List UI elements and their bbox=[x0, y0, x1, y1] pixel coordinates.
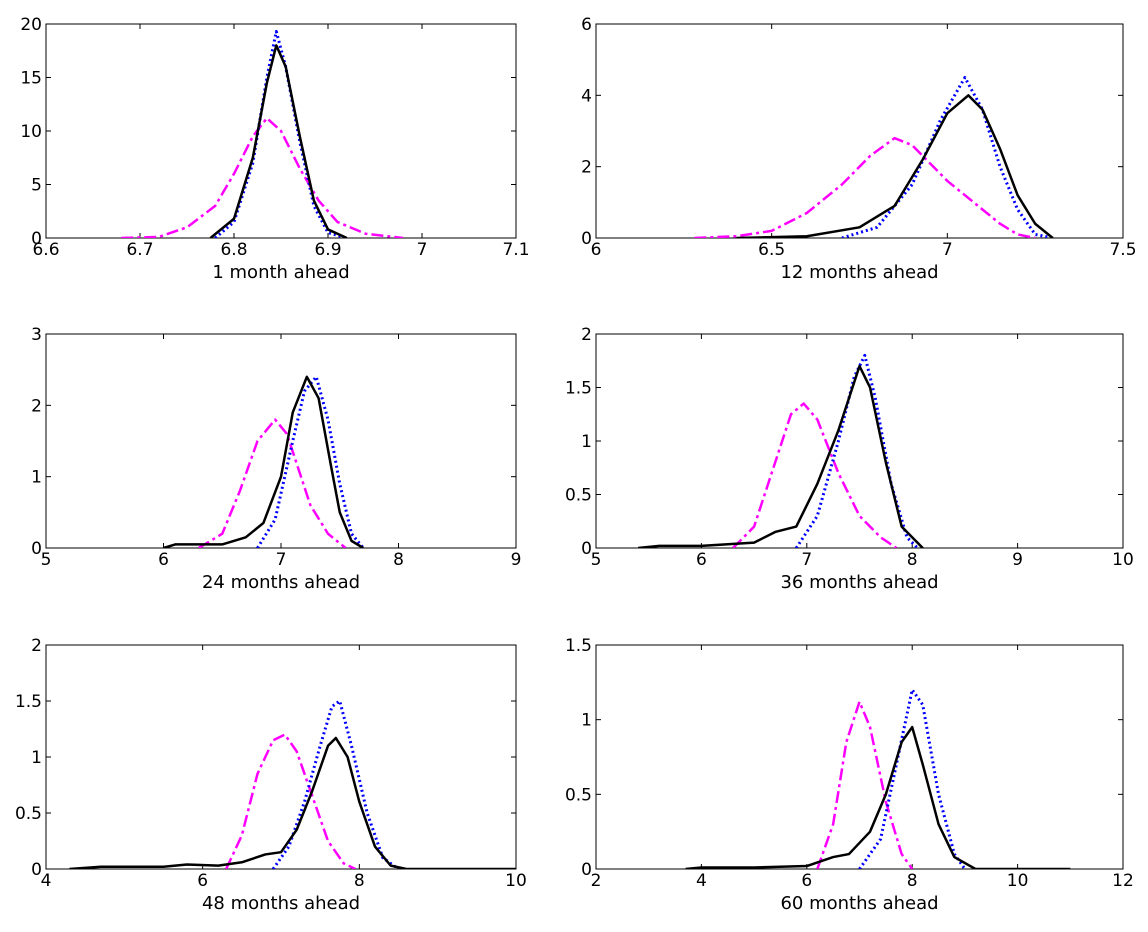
x-axis-label: 60 months ahead bbox=[780, 893, 938, 914]
subplot-2: 6 6.5 7 7.5 0 2 4 6 12 months ahead bbox=[581, 15, 1136, 283]
series-line-dashdot bbox=[694, 136, 1036, 238]
y-tick-label: 1.5 bbox=[565, 636, 592, 656]
y-tick-label: 1 bbox=[581, 711, 592, 731]
y-tick-label: 0 bbox=[31, 229, 42, 249]
x-tick-label: 7 bbox=[276, 550, 287, 570]
series-line-dotted bbox=[214, 29, 348, 238]
y-tick-label: 10 bbox=[20, 122, 42, 142]
subplot-5: 4 6 8 10 0 0.5 1 1.5 2 48 months ahead bbox=[15, 636, 527, 914]
series-line-dotted bbox=[271, 699, 400, 869]
x-tick-label: 8 bbox=[907, 550, 918, 570]
x-tick-label: 9 bbox=[511, 550, 522, 570]
x-tick-label: 5 bbox=[591, 550, 602, 570]
x-tick-label: 2 bbox=[591, 871, 602, 891]
y-tick-label: 1 bbox=[31, 748, 42, 768]
x-tick-label: 6 bbox=[158, 550, 169, 570]
x-tick-label: 9 bbox=[1012, 550, 1023, 570]
x-tick-label: 7.1 bbox=[502, 240, 529, 260]
series-line-dashdot bbox=[732, 402, 898, 548]
series-line-dotted bbox=[841, 76, 1054, 238]
x-tick-label: 8 bbox=[393, 550, 404, 570]
y-tick-label: 0 bbox=[31, 860, 42, 880]
subplot-4: 5 6 7 8 9 10 0 0.5 1 1.5 2 36 months ahead bbox=[565, 325, 1134, 593]
x-tick-label: 6.6 bbox=[32, 240, 59, 260]
x-axis-label: 48 months ahead bbox=[202, 893, 360, 914]
y-tick-label: 4 bbox=[581, 86, 592, 106]
subplot-3: 5 6 7 8 9 0 1 2 3 24 months ahead bbox=[31, 325, 521, 593]
series-line-dashdot bbox=[225, 733, 356, 869]
y-tick-label: 0.5 bbox=[15, 804, 42, 824]
y-tick-label: 1 bbox=[31, 468, 42, 488]
y-tick-label: 2 bbox=[581, 158, 592, 178]
series-line-solid bbox=[69, 736, 516, 869]
series-line-solid bbox=[736, 94, 1054, 238]
y-tick-label: 1.5 bbox=[565, 379, 592, 399]
series-line-solid bbox=[209, 44, 348, 238]
subplot-1: 6.6 6.7 6.8 6.9 7 7.1 0 5 10 15 20 1 month ahead bbox=[20, 15, 529, 283]
y-tick-label: 2 bbox=[31, 636, 42, 656]
x-tick-label: 6.8 bbox=[220, 240, 247, 260]
x-tick-label: 6 bbox=[696, 550, 707, 570]
x-tick-label: 8 bbox=[907, 871, 918, 891]
x-tick-label: 6 bbox=[591, 240, 602, 260]
axes-box bbox=[595, 644, 1124, 870]
axes-box bbox=[595, 23, 1124, 239]
x-tick-label: 7 bbox=[417, 240, 428, 260]
series-line-solid bbox=[638, 364, 924, 548]
y-tick-label: 1 bbox=[581, 432, 592, 452]
x-tick-label: 7 bbox=[942, 240, 953, 260]
subplot-6: 2 4 6 8 10 12 0 0.5 1 1.5 60 months ahead bbox=[565, 636, 1134, 914]
x-tick-label: 6.5 bbox=[758, 240, 785, 260]
x-tick-label: 12 bbox=[1112, 871, 1134, 891]
y-tick-label: 2 bbox=[581, 325, 592, 345]
series-line-dashdot bbox=[198, 418, 347, 548]
y-tick-label: 6 bbox=[581, 15, 592, 35]
y-tick-label: 1.5 bbox=[15, 692, 42, 712]
axes-box bbox=[45, 644, 517, 870]
x-tick-label: 10 bbox=[505, 871, 527, 891]
series-line-dotted bbox=[795, 353, 919, 548]
series-line-dashdot bbox=[816, 700, 914, 869]
y-tick-label: 20 bbox=[20, 15, 42, 35]
y-tick-label: 2 bbox=[31, 396, 42, 416]
y-tick-label: 0 bbox=[31, 539, 42, 559]
y-tick-label: 0.5 bbox=[565, 785, 592, 805]
x-axis-label: 1 month ahead bbox=[212, 262, 349, 283]
x-tick-label: 4 bbox=[696, 871, 707, 891]
series-line-dashdot bbox=[121, 116, 404, 238]
series-line-solid bbox=[685, 725, 1071, 869]
x-axis-label: 36 months ahead bbox=[780, 572, 938, 593]
x-tick-label: 4 bbox=[41, 871, 52, 891]
x-tick-label: 6.7 bbox=[126, 240, 153, 260]
x-axis-label: 24 months ahead bbox=[202, 572, 360, 593]
x-tick-label: 5 bbox=[41, 550, 52, 570]
x-tick-label: 10 bbox=[1112, 550, 1134, 570]
x-tick-label: 6 bbox=[197, 871, 208, 891]
y-tick-label: 0 bbox=[581, 539, 592, 559]
x-tick-label: 7.5 bbox=[1109, 240, 1136, 260]
y-tick-label: 3 bbox=[31, 325, 42, 345]
x-tick-label: 8 bbox=[354, 871, 365, 891]
series-line-dotted bbox=[858, 688, 967, 869]
x-axis-label: 12 months ahead bbox=[780, 262, 938, 283]
series-line-dotted bbox=[256, 375, 365, 548]
y-tick-label: 0 bbox=[581, 860, 592, 880]
x-tick-label: 6.9 bbox=[314, 240, 341, 260]
series-line-solid bbox=[163, 375, 364, 548]
x-tick-label: 10 bbox=[1007, 871, 1029, 891]
x-tick-label: 6 bbox=[801, 871, 812, 891]
y-tick-label: 15 bbox=[20, 69, 42, 89]
x-tick-label: 7 bbox=[801, 550, 812, 570]
y-tick-label: 5 bbox=[31, 176, 42, 196]
y-tick-label: 0 bbox=[581, 229, 592, 249]
axes-box bbox=[45, 333, 517, 549]
y-tick-label: 0.5 bbox=[565, 486, 592, 506]
